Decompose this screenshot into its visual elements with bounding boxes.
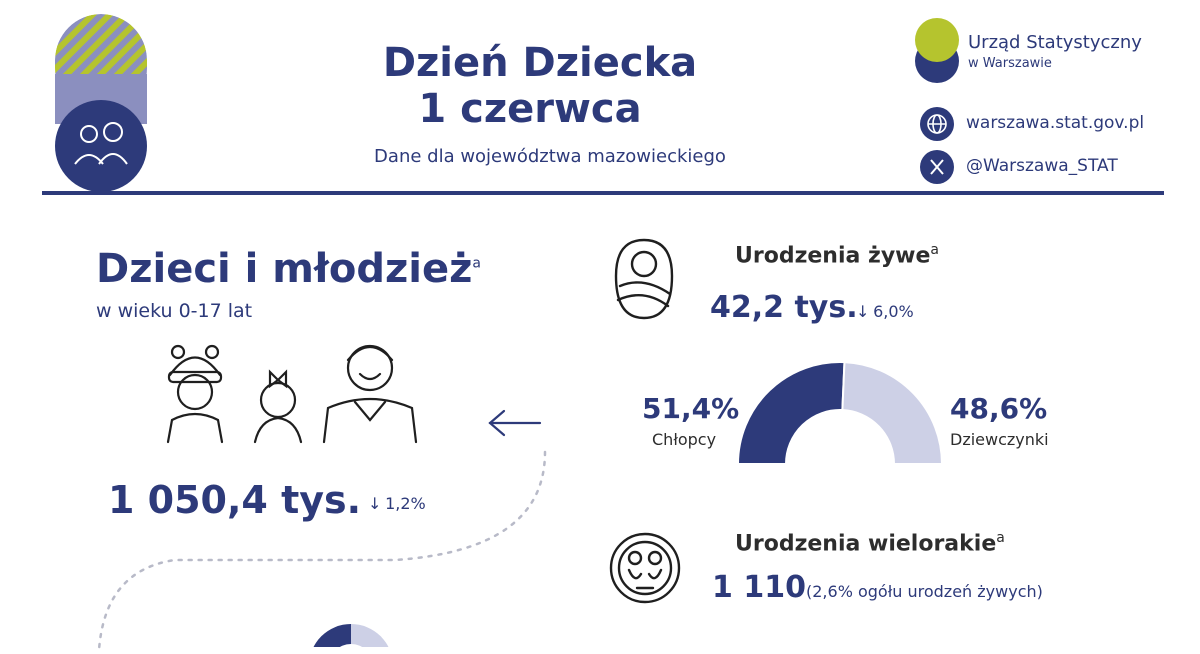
births-title: Urodzenia żywea [735,242,939,269]
multiple-note: a [996,530,1005,546]
children-age: w wieku 0-17 lat [96,300,253,322]
births-value: 42,2 tys. [710,290,858,325]
org-name: Urząd Statystyczny [968,32,1142,53]
births-note: a [930,242,939,258]
header-divider [42,191,1164,195]
girls-pct: 48,6% [950,392,1048,425]
social-link[interactable]: @Warszawa_STAT [966,156,1118,176]
children-value: 1 050,4 tys. [108,478,362,522]
donut-slice-boys [736,361,846,465]
arrow-down-icon: ↓ [856,302,870,321]
x-icon [920,150,954,184]
page-title-line1: Dzień Dziecka [382,40,698,86]
multiple-title: Urodzenia wielorakiea [735,530,1005,557]
arrow-left-icon [486,408,544,438]
baby-icon [612,236,676,322]
children-change: ↓ 1,2% [368,494,426,513]
dotted-connector [95,450,555,652]
multiple-value: 1 110 [712,570,806,605]
website-link[interactable]: warszawa.stat.gov.pl [966,113,1145,133]
donut-slice-girls [841,361,944,465]
org-city: w Warszawie [968,56,1052,71]
births-change: ↓ 6,0% [856,302,914,321]
girls-label: Dziewczynki [950,430,1049,449]
children-icon [160,330,430,445]
twins-icon [607,530,683,606]
globe-icon [920,107,954,141]
multiple-share: (2,6% ogółu urodzeń żywych) [806,582,1043,601]
page-title-line2: 1 czerwca [418,86,642,132]
arrow-down-icon: ↓ [368,494,382,513]
decorative-badge [55,14,147,192]
gender-donut-chart [736,361,944,465]
children-title: Dzieci i młodzieża [96,246,481,292]
boys-pct: 51,4% [642,392,740,425]
org-logo-icon [914,18,960,84]
boys-label: Chłopcy [652,430,717,449]
bottom-donut-icon [305,620,397,654]
page-subtitle: Dane dla województwa mazowieckiego [374,146,726,167]
children-note: a [472,255,481,272]
